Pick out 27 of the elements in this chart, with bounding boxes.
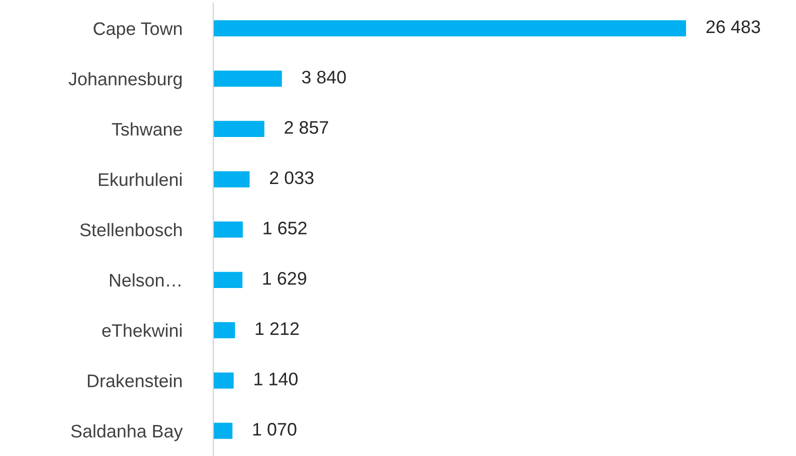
- data-label: 1 652: [264, 222, 307, 234]
- data-label: 1 140: [254, 372, 298, 386]
- y-tick-label: Johannesburg: [68, 72, 182, 89]
- bar: [213, 372, 234, 389]
- bar: [213, 120, 264, 138]
- bar: [213, 171, 250, 188]
- bar: [213, 70, 282, 87]
- bar: [213, 272, 242, 288]
- bar: [213, 20, 686, 36]
- y-tick-label: Nelson…: [110, 273, 180, 287]
- data-label: 2 857: [284, 121, 328, 134]
- data-label: 3 840: [302, 70, 346, 84]
- data-label: 1 629: [263, 272, 306, 285]
- bar: [213, 422, 232, 439]
- y-tick-label: eThekwini: [102, 324, 182, 337]
- data-label: 2 033: [270, 171, 314, 184]
- y-tick-label: Cape Town: [94, 22, 182, 39]
- y-tick-label: Saldanha Bay: [71, 424, 183, 442]
- data-label: 1 212: [256, 322, 299, 335]
- data-label: 26 483: [706, 20, 760, 34]
- bar: [213, 322, 235, 338]
- y-tick-label: Drakenstein: [88, 374, 182, 388]
- y-tick-label: Ekurhuleni: [98, 172, 182, 186]
- bar: [213, 222, 243, 238]
- data-label: 1 070: [253, 422, 296, 436]
- y-tick-label: Stellenbosch: [80, 223, 182, 236]
- y-tick-label: Tshwane: [112, 122, 182, 136]
